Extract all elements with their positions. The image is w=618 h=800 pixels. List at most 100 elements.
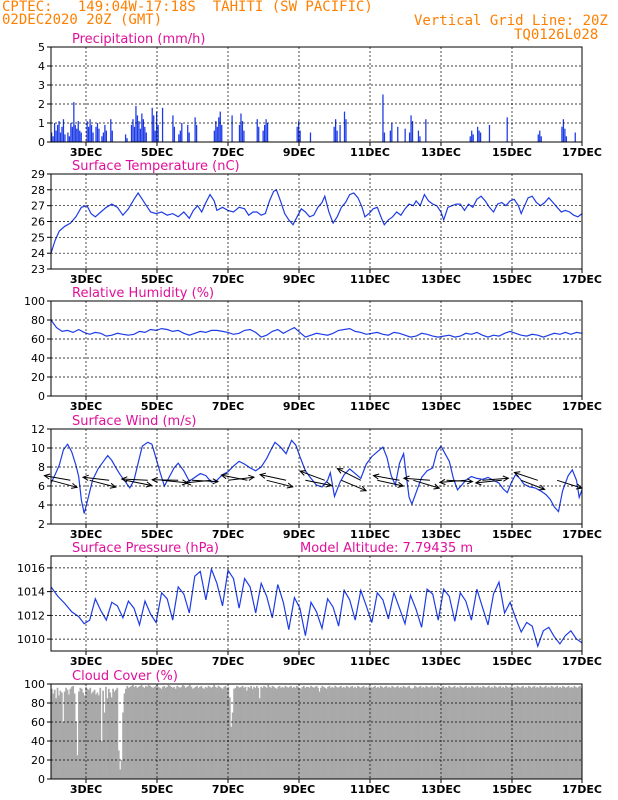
cloud-bar xyxy=(349,686,352,779)
x-tick-label: 13DEC xyxy=(421,528,461,541)
cloud-bar xyxy=(140,684,143,779)
precip-bar xyxy=(90,124,93,142)
x-tick-label: 13DEC xyxy=(421,400,461,413)
cloud-bar xyxy=(278,685,281,779)
x-tick-label: 15DEC xyxy=(492,783,532,796)
cloud-bar xyxy=(405,687,408,779)
x-tick-label: 3DEC xyxy=(70,528,102,541)
y-tick-label: 23 xyxy=(31,263,45,276)
cloud-bar xyxy=(221,688,224,779)
cloud-bar xyxy=(177,686,180,779)
precip-bar xyxy=(339,124,341,142)
wind-arrowhead xyxy=(502,475,510,482)
cloud-bar xyxy=(82,692,85,779)
cloud-bar xyxy=(338,686,341,779)
cloud-bar xyxy=(227,686,230,779)
cloud-bar xyxy=(453,685,456,779)
precip-bar xyxy=(194,117,196,142)
cloud-bar xyxy=(217,685,220,779)
wind-arrowhead xyxy=(184,479,192,486)
precip-bar xyxy=(156,111,158,142)
precip-bar xyxy=(471,130,473,142)
y-tick-label: 12 xyxy=(31,423,45,436)
cloud-bar xyxy=(358,686,361,779)
cloud-bar xyxy=(256,685,258,779)
wind-arrowhead xyxy=(212,478,220,485)
cloud-bar xyxy=(412,687,415,779)
cloud-bar xyxy=(543,686,546,779)
cloud-bar xyxy=(398,687,401,779)
cloud-bar xyxy=(167,684,170,779)
cloud-bar xyxy=(300,688,302,779)
cloud-bar xyxy=(100,741,103,779)
x-tick-label: 17DEC xyxy=(562,528,602,541)
cloud-bar xyxy=(53,689,56,779)
precip-bar xyxy=(56,124,59,142)
cloud-bar xyxy=(549,687,551,779)
precip-bar xyxy=(258,126,260,142)
precip-bar xyxy=(154,130,156,142)
cloud-bar xyxy=(307,686,309,779)
precip-bar xyxy=(96,123,99,142)
precip-bar xyxy=(76,128,78,142)
precip-bar xyxy=(188,132,190,142)
cloud-bar xyxy=(284,685,287,779)
wind-arrow xyxy=(259,474,287,481)
cloud-bar xyxy=(191,688,194,779)
cloud-bar xyxy=(317,687,319,779)
temp-series-line xyxy=(50,188,583,254)
cloud-bar xyxy=(55,698,57,779)
cloud-bar xyxy=(83,695,86,779)
precip-bar xyxy=(425,119,427,142)
cloud-bar xyxy=(401,687,403,779)
x-tick-label: 17DEC xyxy=(562,783,602,796)
cloud-bar xyxy=(123,693,126,779)
cloud-bar xyxy=(274,687,277,779)
cloud-bar xyxy=(254,687,257,779)
precip-bar xyxy=(51,132,53,142)
cloud-bar xyxy=(164,687,167,779)
precip-bar xyxy=(98,128,100,142)
panel-press xyxy=(47,555,583,655)
cloud-bar xyxy=(522,685,524,779)
cloud-bar xyxy=(133,686,136,779)
cloud-bar xyxy=(285,686,288,779)
precip-bar xyxy=(562,119,565,142)
cloud-bar xyxy=(297,686,299,779)
precip-bar xyxy=(80,132,82,142)
x-tick-label: 15DEC xyxy=(492,400,532,413)
cloud-bar xyxy=(488,685,490,779)
wind-arrowhead xyxy=(336,468,344,474)
cloud-bar xyxy=(70,686,73,779)
cloud-bar xyxy=(170,686,173,779)
cloud-bar xyxy=(355,687,358,779)
cloud-bar xyxy=(451,687,453,779)
cloud-bar xyxy=(540,686,543,779)
precip-bar xyxy=(565,136,568,142)
cloud-bar xyxy=(463,686,466,779)
cloud-bar xyxy=(572,687,574,779)
cloud-title: Cloud Cover (%) xyxy=(72,669,178,684)
wind-arrow xyxy=(152,479,179,481)
precip-bar xyxy=(343,111,346,142)
cloud-bar xyxy=(125,688,127,779)
precip-bar xyxy=(124,134,127,142)
precip-bar xyxy=(87,126,90,142)
x-tick-label: 9DEC xyxy=(283,655,315,668)
panel-rh xyxy=(47,300,583,400)
cloud-bar xyxy=(97,695,100,779)
x-tick-label: 3DEC xyxy=(70,273,102,286)
cloud-bar xyxy=(426,686,429,779)
precip-bar xyxy=(479,132,482,142)
cloud-bar xyxy=(462,687,465,779)
precip-bar xyxy=(104,124,106,142)
cloud-bar xyxy=(433,686,436,779)
cloud-bar xyxy=(372,686,375,779)
cloud-bar xyxy=(579,685,581,779)
cloud-bar xyxy=(458,687,460,779)
cloud-bar xyxy=(550,685,553,779)
cloud-bar xyxy=(173,686,176,779)
panel-frame xyxy=(50,428,583,525)
cloud-bar xyxy=(264,686,267,779)
cloud-bar xyxy=(120,760,123,779)
